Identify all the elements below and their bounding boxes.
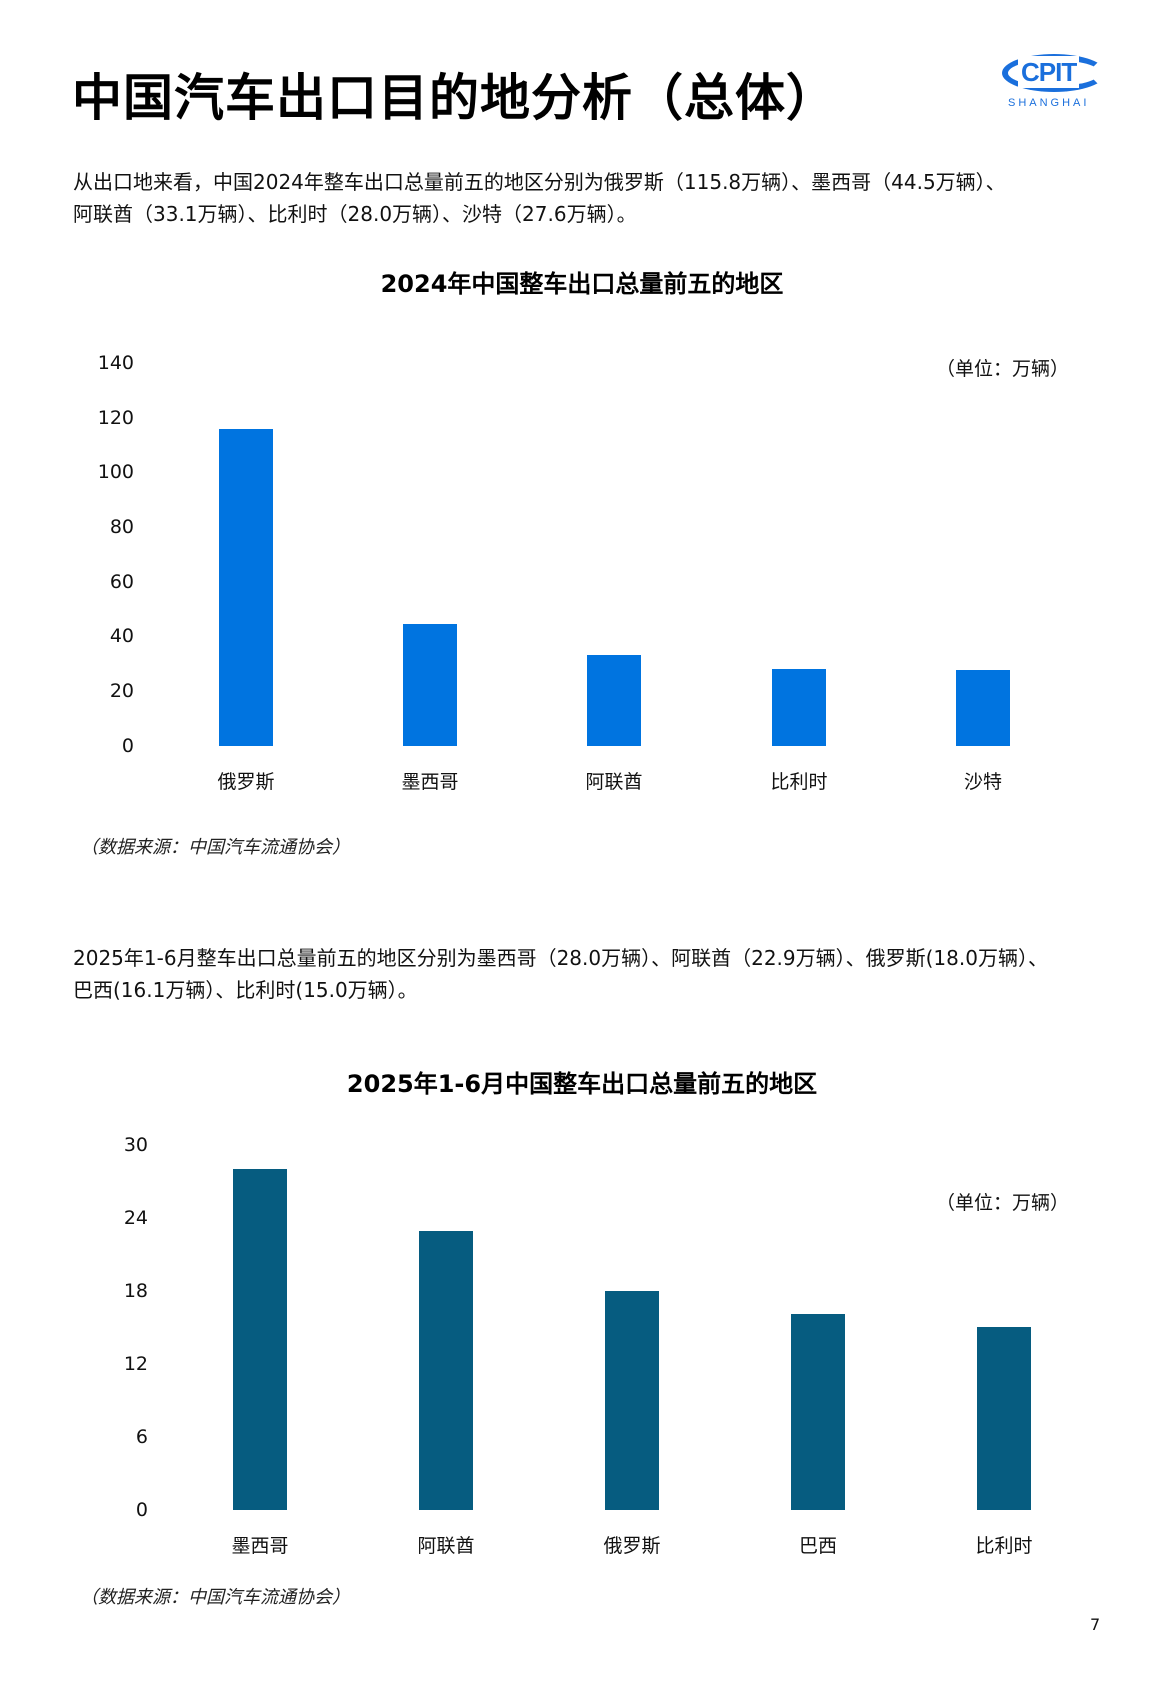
x-label: 俄罗斯 xyxy=(217,771,275,793)
x-label: 巴西 xyxy=(798,1535,837,1557)
unit-label: （单位：万辆） xyxy=(936,1192,1070,1214)
intro-paragraph-2024: 从出口地来看，中国2024年整车出口总量前五的地区分别为俄罗斯（115.8万辆）… xyxy=(73,166,1133,230)
chart-title: 2024年中国整车出口总量前五的地区 xyxy=(380,270,784,298)
bar-russia xyxy=(219,429,273,746)
y-tick: 20 xyxy=(109,680,134,702)
page-title: 中国汽车出口目的地分析（总体） xyxy=(72,69,837,127)
bar-saudi xyxy=(956,670,1010,746)
logo-sub-text: SHANGHAI xyxy=(1008,97,1090,109)
data-source-note: （数据来源：中国汽车流通协会） xyxy=(80,837,350,858)
cpit-shanghai-logo: CPIT SHANGHAI xyxy=(996,50,1116,120)
bar-belgium xyxy=(772,669,826,746)
y-tick: 140 xyxy=(97,352,134,374)
bar-uae xyxy=(587,655,641,746)
chart-title: 2025年1-6月中国整车出口总量前五的地区 xyxy=(346,1070,818,1098)
y-tick: 30 xyxy=(123,1134,148,1156)
x-label: 俄罗斯 xyxy=(603,1535,661,1557)
page-number: 7 xyxy=(1090,1615,1101,1634)
y-tick: 100 xyxy=(97,461,134,483)
x-label: 比利时 xyxy=(770,771,828,793)
x-label: 墨西哥 xyxy=(401,771,459,793)
unit-label: （单位：万辆） xyxy=(936,358,1070,380)
y-tick: 18 xyxy=(123,1280,148,1302)
paragraph-line: 从出口地来看，中国2024年整车出口总量前五的地区分别为俄罗斯（115.8万辆）… xyxy=(73,170,1006,194)
x-label: 墨西哥 xyxy=(231,1535,289,1557)
bar-uae xyxy=(419,1231,473,1510)
x-label: 沙特 xyxy=(963,771,1002,793)
intro-paragraph-2025: 2025年1-6月整车出口总量前五的地区分别为墨西哥（28.0万辆）、阿联酋（2… xyxy=(73,942,1133,1006)
bar-mexico xyxy=(403,624,457,746)
y-tick: 12 xyxy=(123,1353,148,1375)
y-tick: 80 xyxy=(109,516,134,538)
x-label: 阿联酋 xyxy=(417,1535,475,1557)
bar-brazil xyxy=(791,1314,845,1510)
data-source-note: （数据来源：中国汽车流通协会） xyxy=(80,1587,350,1608)
x-label: 阿联酋 xyxy=(585,771,643,793)
paragraph-line: 巴西(16.1万辆）、比利时(15.0万辆）。 xyxy=(73,978,418,1002)
x-label: 比利时 xyxy=(975,1535,1033,1557)
y-tick: 60 xyxy=(109,571,134,593)
y-tick: 40 xyxy=(109,625,134,647)
y-tick: 0 xyxy=(121,735,134,757)
y-tick: 24 xyxy=(123,1207,148,1229)
bar-mexico xyxy=(233,1169,287,1510)
bar-russia xyxy=(605,1291,659,1510)
logo-main-text: CPIT xyxy=(1018,56,1080,88)
y-tick: 6 xyxy=(135,1426,148,1448)
y-tick: 0 xyxy=(135,1499,148,1521)
bar-belgium xyxy=(977,1327,1031,1510)
paragraph-line: 2025年1-6月整车出口总量前五的地区分别为墨西哥（28.0万辆）、阿联酋（2… xyxy=(73,946,1048,970)
paragraph-line: 阿联酋（33.1万辆）、比利时（28.0万辆）、沙特（27.6万辆）。 xyxy=(73,202,637,226)
y-tick: 120 xyxy=(97,407,134,429)
